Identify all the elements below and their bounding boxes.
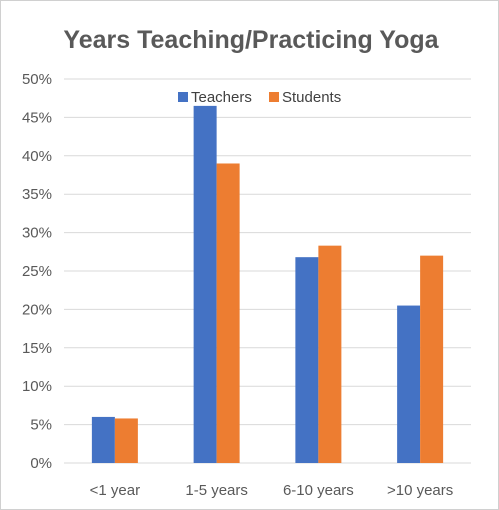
legend-label-teachers: Teachers (191, 89, 252, 106)
y-tick-label: 0% (30, 455, 52, 472)
y-tick-label: 15% (22, 340, 52, 357)
x-tick-label: 1-5 years (185, 482, 248, 499)
x-axis-tick-labels: <1 year 1-5 years 6-10 years >10 years (90, 482, 454, 499)
bar-students (216, 163, 240, 464)
y-tick-label: 30% (22, 225, 52, 242)
chart-title: Years Teaching/Practicing Yoga (63, 26, 439, 54)
y-tick-label: 40% (22, 148, 52, 165)
y-tick-label: 20% (22, 301, 52, 318)
bar-students (420, 255, 444, 463)
legend-swatch-students (269, 92, 279, 102)
x-tick-label: <1 year (90, 482, 140, 499)
y-tick-label: 25% (22, 263, 52, 280)
bar-teachers (91, 416, 115, 463)
y-tick-label: 35% (22, 186, 52, 203)
bar-teachers (295, 257, 319, 463)
bar-students (318, 245, 342, 463)
y-tick-label: 50% (22, 71, 52, 88)
bars (91, 105, 444, 464)
legend: Teachers Students (178, 89, 341, 106)
x-tick-label: 6-10 years (283, 482, 354, 499)
y-tick-label: 5% (30, 417, 52, 434)
bar-teachers (193, 105, 217, 463)
legend-swatch-teachers (178, 92, 188, 102)
y-tick-label: 45% (22, 109, 52, 126)
x-tick-label: >10 years (387, 482, 453, 499)
legend-label-students: Students (282, 89, 341, 106)
bar-students (114, 418, 138, 463)
y-axis-tick-labels: 0% 5% 10% 15% 20% 25% 30% 35% 40% 45% 50% (22, 71, 52, 472)
bar-teachers (397, 305, 421, 463)
y-tick-label: 10% (22, 378, 52, 395)
